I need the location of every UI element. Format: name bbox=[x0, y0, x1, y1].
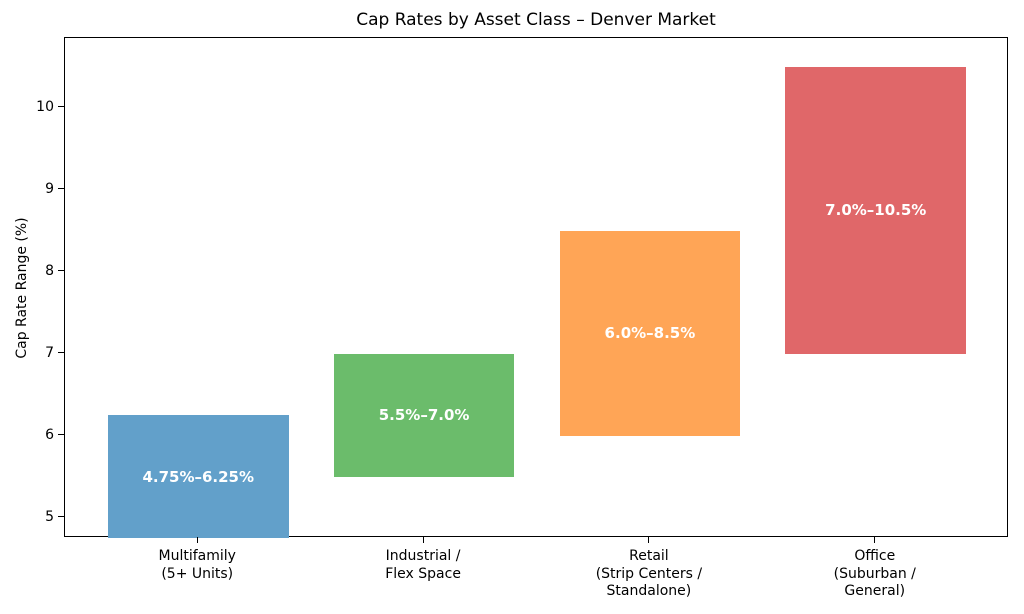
bar-value-label: 7.0%–10.5% bbox=[825, 201, 927, 220]
y-tick-label: 9 bbox=[45, 180, 54, 197]
y-tick-label: 8 bbox=[45, 262, 54, 279]
x-category-label: Multifamily (5+ Units) bbox=[158, 548, 236, 582]
x-tick-mark bbox=[874, 537, 876, 543]
x-category-label: Industrial / Flex Space bbox=[385, 548, 461, 582]
y-tick-mark bbox=[58, 106, 64, 108]
y-tick-label: 5 bbox=[45, 508, 54, 525]
y-tick-mark bbox=[58, 516, 64, 517]
x-category-label: Retail (Strip Centers / Standalone) bbox=[595, 548, 703, 599]
bar-value-label: 5.5%–7.0% bbox=[378, 406, 470, 425]
plot-area: 4.75%–6.25% 5.5%–7.0% 6.0%–8.5% 7.0%–10.5% bbox=[64, 37, 1008, 538]
y-tick-label: 10 bbox=[36, 98, 54, 115]
y-tick-label: 7 bbox=[45, 344, 54, 361]
x-tick-mark bbox=[422, 537, 424, 543]
y-tick-label: 6 bbox=[45, 426, 54, 443]
x-tick-mark bbox=[648, 537, 650, 543]
bar-value-label: 6.0%–8.5% bbox=[604, 324, 696, 343]
range-bar bbox=[333, 353, 515, 477]
range-bar bbox=[785, 66, 967, 354]
bar-value-label: 4.75%–6.25% bbox=[142, 467, 255, 486]
chart-title: Cap Rates by Asset Class – Denver Market bbox=[356, 10, 716, 30]
y-tick-mark bbox=[58, 352, 64, 354]
range-bar bbox=[559, 230, 741, 436]
x-tick-mark bbox=[196, 537, 198, 543]
y-tick-mark bbox=[58, 270, 64, 272]
y-tick-mark bbox=[58, 188, 64, 190]
y-axis-label: Cap Rate Range (%) bbox=[14, 217, 30, 359]
y-tick-mark bbox=[58, 434, 64, 436]
range-bar bbox=[107, 415, 289, 538]
x-category-label: Office (Suburban / General) bbox=[833, 548, 916, 599]
